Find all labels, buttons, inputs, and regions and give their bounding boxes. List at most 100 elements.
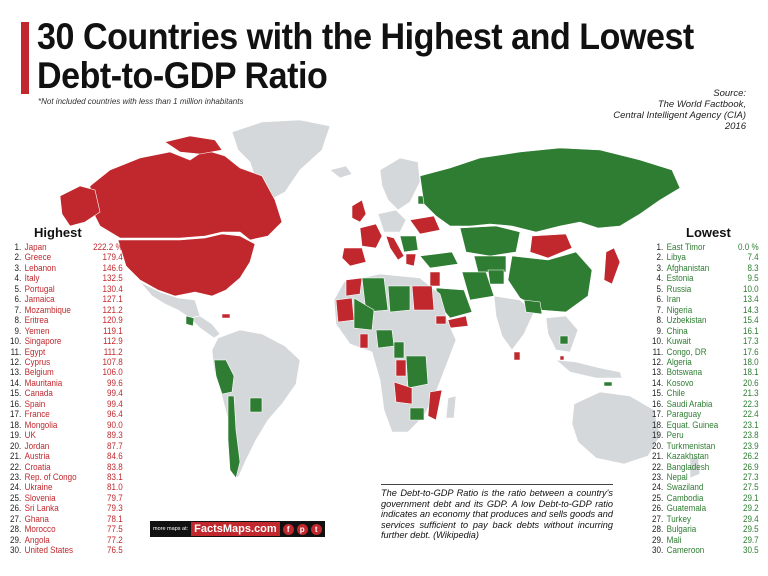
list-item: 14. Kosovo 20.6 — [646, 376, 759, 388]
facebook-icon[interactable]: f — [282, 523, 294, 535]
country-name: Japan — [24, 241, 47, 252]
list-item: 30. Cameroon 30.5 — [646, 544, 759, 556]
new-zealand — [689, 455, 701, 479]
source-line: Source: — [713, 88, 746, 99]
debt-ratio-value: 77.2 — [106, 533, 123, 545]
debt-ratio-value: 79.3 — [106, 502, 123, 514]
country-name: Morocco — [24, 523, 56, 535]
east-timor — [603, 381, 613, 387]
debt-ratio-value: 10.0 — [742, 282, 759, 294]
debt-ratio-value: 22.4 — [742, 408, 759, 420]
pinterest-icon[interactable]: p — [296, 523, 308, 535]
rank-number: 18. — [9, 418, 22, 430]
country-name: Sri Lanka — [24, 502, 59, 514]
list-item: 2. Libya 7.4 — [646, 251, 759, 263]
rank-number: 23. — [9, 470, 22, 482]
country-name: Bulgaria — [666, 523, 697, 535]
egypt — [411, 285, 435, 311]
country-name: Paraguay — [666, 408, 702, 420]
logo-brand: FactsMaps.com — [191, 522, 280, 536]
list-item: 7. Nigeria 14.3 — [646, 303, 759, 315]
factsmaps-logo[interactable]: more maps at: FactsMaps.com f p t — [150, 521, 325, 537]
rank-number: 11. — [652, 345, 664, 357]
debt-ratio-value: 96.4 — [106, 408, 123, 420]
country-name: Libya — [666, 251, 686, 263]
debt-ratio-value: 7.4 — [747, 251, 759, 263]
debt-ratio-value: 20.6 — [742, 376, 759, 388]
list-item: 4. Italy 132.5 — [4, 272, 122, 284]
country-name: Mozambique — [24, 303, 71, 315]
rank-number: 4. — [14, 272, 22, 284]
debt-ratio-value: 27.3 — [742, 470, 759, 482]
list-item: 9. China 16.1 — [646, 324, 758, 336]
country-name: Peru — [666, 429, 684, 441]
country-name: China — [666, 324, 688, 336]
rank-number: 9. — [14, 324, 22, 336]
debt-ratio-value: 29.7 — [742, 533, 759, 545]
mongolia — [529, 233, 573, 259]
alaska — [59, 185, 101, 227]
central-asia — [473, 255, 507, 273]
country-name: Bangladesh — [666, 460, 710, 472]
rank-number: 1. — [656, 241, 664, 252]
list-item: 19. Peru 23.8 — [646, 429, 759, 441]
rank-number: 27. — [651, 512, 664, 524]
source-line: 2016 — [724, 121, 746, 132]
botswana — [409, 407, 425, 421]
debt-ratio-value: 99.4 — [106, 387, 123, 399]
list-item: 6. Iran 13.4 — [646, 293, 758, 304]
debt-ratio-value: 14.3 — [742, 303, 759, 315]
country-name: France — [24, 408, 50, 420]
debt-ratio-value: 17.6 — [742, 345, 759, 357]
country-name: Cameroon — [666, 544, 705, 556]
list-item: 16. Saudi Arabia 22.3 — [646, 397, 759, 409]
highest-list: 1. Japan 222.2 % 2. Greece 179.4 3. Lebanon 146.… — [4, 241, 123, 556]
country-name: Singapore — [24, 335, 62, 347]
definition-text: The Debt-to-GDP Ratio is the ratio betwe… — [381, 484, 613, 541]
rank-number: 25. — [651, 491, 664, 503]
rank-number: 21. — [651, 450, 664, 462]
debt-ratio-value: 18.0 — [742, 355, 759, 367]
rank-number: 22. — [651, 460, 664, 472]
country-name: Mauritania — [24, 376, 63, 388]
lebanon-jordan — [429, 271, 441, 287]
rank-number: 29. — [651, 533, 664, 545]
indonesia — [555, 359, 623, 379]
balkans — [399, 235, 419, 253]
list-item: 12. Cyprus 107.8 — [4, 355, 123, 367]
cameroon — [393, 341, 405, 359]
country-name: Jamaica — [24, 293, 55, 305]
debt-ratio-value: 29.4 — [742, 512, 759, 524]
rank-number: 29. — [9, 533, 22, 545]
rank-number: 30. — [9, 544, 22, 556]
debt-ratio-value: 81.0 — [106, 481, 123, 493]
rank-number: 28. — [651, 523, 664, 535]
country-name: Russia — [666, 282, 692, 294]
country-name: Slovenia — [24, 491, 56, 503]
nepal-bangladesh — [523, 299, 543, 315]
rank-number: 5. — [14, 282, 22, 294]
uk — [351, 199, 367, 223]
debt-ratio-value: 18.1 — [742, 366, 759, 378]
debt-ratio-value: 22.3 — [742, 397, 759, 409]
india — [493, 295, 535, 351]
list-item: 25. Slovenia 79.7 — [4, 491, 123, 503]
debt-ratio-value: 26.9 — [742, 460, 759, 472]
country-name: East Timor — [666, 241, 706, 252]
singapore — [559, 355, 565, 361]
spain-portugal — [341, 247, 367, 267]
libya — [387, 285, 411, 313]
rank-number: 14. — [651, 376, 664, 388]
list-item: 29. Angola 77.2 — [4, 533, 123, 545]
list-item: 22. Croatia 83.8 — [4, 461, 123, 472]
canada — [89, 149, 283, 241]
title-accent-bar — [21, 22, 29, 94]
list-item: 13. Belgium 106.0 — [4, 366, 123, 377]
twitter-icon[interactable]: t — [310, 523, 322, 535]
list-item: 5. Portugal 130.4 — [4, 282, 122, 294]
country-name: Portugal — [24, 282, 55, 294]
debt-ratio-value: 8.3 — [747, 261, 759, 273]
rank-number: 10. — [9, 335, 22, 347]
rank-number: 20. — [651, 439, 664, 451]
country-name: Cyprus — [24, 355, 51, 367]
